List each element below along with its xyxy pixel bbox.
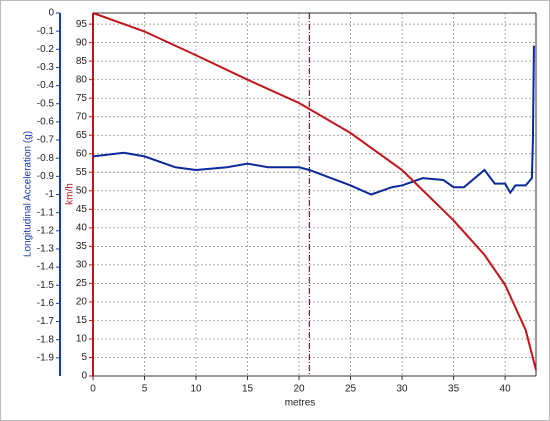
x-tick-label: 5 bbox=[142, 384, 148, 395]
y2-tick-label: 30 bbox=[76, 260, 88, 271]
x-tick-label: 10 bbox=[190, 384, 202, 395]
y-tick-label: -0.3 bbox=[37, 62, 55, 73]
y2-tick-label: 20 bbox=[76, 297, 88, 308]
x-tick-label: 40 bbox=[500, 384, 512, 395]
y2-tick-label: 5 bbox=[81, 352, 87, 363]
y2-tick-label: 45 bbox=[76, 204, 88, 215]
y-axis-label: Longitudinal Acceleration (g) bbox=[23, 131, 34, 257]
y-tick-label: -1.7 bbox=[37, 316, 55, 327]
x-axis-label: metres bbox=[285, 398, 316, 409]
x-tick-label: 30 bbox=[397, 384, 409, 395]
y-tick-label: 0 bbox=[48, 8, 54, 19]
y2-tick-label: 60 bbox=[76, 148, 88, 159]
y-tick-label: -0.6 bbox=[37, 117, 55, 128]
y2-tick-label: 0 bbox=[81, 371, 87, 382]
y-tick-label: -0.9 bbox=[37, 171, 55, 182]
y-tick-label: -1.9 bbox=[37, 352, 55, 363]
y2-tick-label: 70 bbox=[76, 111, 88, 122]
y-tick-label: -0.5 bbox=[37, 98, 55, 109]
y-tick-label: -0.1 bbox=[37, 26, 55, 37]
x-tick-label: 35 bbox=[448, 384, 460, 395]
y2-axis-label: km/h bbox=[65, 183, 76, 205]
plot-area bbox=[93, 13, 536, 376]
x-tick-label: 20 bbox=[293, 384, 305, 395]
y2-tick-label: 90 bbox=[76, 37, 88, 48]
y2-tick-label: 55 bbox=[76, 167, 88, 178]
y2-tick-label: 35 bbox=[76, 241, 88, 252]
series-line bbox=[92, 45, 535, 196]
x-tick-label: 0 bbox=[90, 384, 96, 395]
y-tick-label: -1.1 bbox=[37, 207, 55, 218]
y-tick-label: -0.2 bbox=[37, 44, 55, 55]
y2-tick-label: 65 bbox=[76, 130, 88, 141]
y-tick-label: -0.4 bbox=[37, 80, 55, 91]
y-tick-label: -0.7 bbox=[37, 135, 55, 146]
y2-tick-label: 10 bbox=[76, 334, 88, 345]
y2-tick-label: 85 bbox=[76, 56, 88, 67]
y2-tick-label: 80 bbox=[76, 74, 88, 85]
y-tick-label: -1 bbox=[45, 189, 54, 200]
series-line bbox=[92, 12, 537, 371]
y-tick-label: -1.3 bbox=[37, 244, 55, 255]
x-tick-label: 25 bbox=[345, 384, 357, 395]
y2-tick-label: 95 bbox=[76, 19, 88, 30]
y-tick-label: -1.5 bbox=[37, 280, 55, 291]
y2-tick-label: 25 bbox=[76, 278, 88, 289]
y2-tick-label: 50 bbox=[76, 185, 88, 196]
y-tick-label: -1.2 bbox=[37, 225, 55, 236]
y2-tick-label: 15 bbox=[76, 315, 88, 326]
y-tick-label: -0.8 bbox=[37, 153, 55, 164]
y-tick-label: -1.6 bbox=[37, 298, 55, 309]
y-tick-label: -1.4 bbox=[37, 262, 55, 273]
y2-tick-label: 75 bbox=[76, 93, 88, 104]
y2-tick-label: 40 bbox=[76, 222, 88, 233]
y-tick-label: -1.8 bbox=[37, 334, 55, 345]
x-tick-label: 15 bbox=[242, 384, 254, 395]
